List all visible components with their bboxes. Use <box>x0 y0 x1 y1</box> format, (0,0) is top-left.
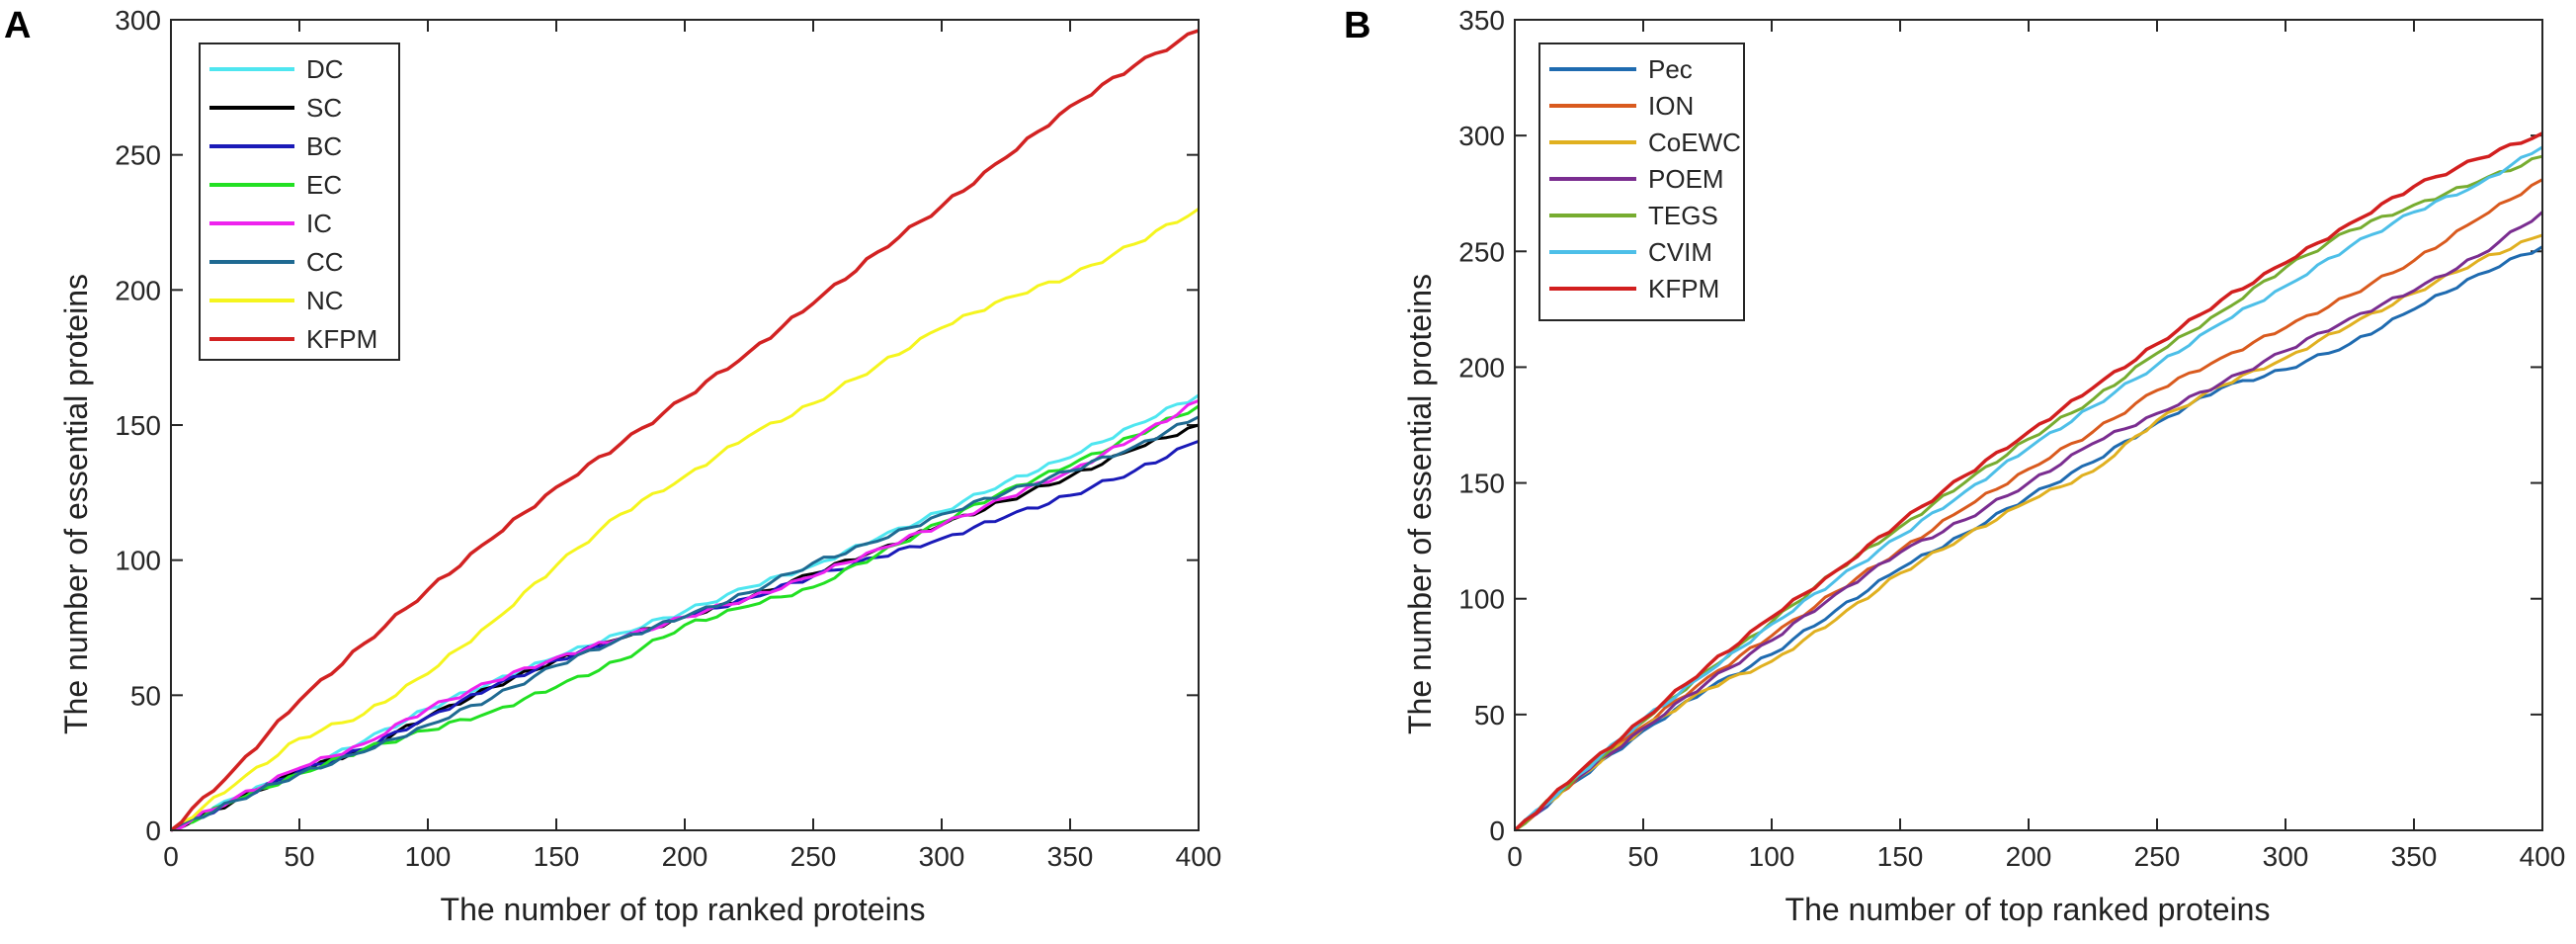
panel-b-series-line-tegs <box>1514 154 2543 832</box>
panel-b-legend-label-ion: ION <box>1648 91 1694 121</box>
panel-a-legend: DC SC BC EC IC CC NC KFPM <box>199 43 400 361</box>
panel-a-legend-label-ec: EC <box>306 170 342 200</box>
panel-a-legend-box <box>199 43 400 361</box>
panel-b-series-line-poem <box>1513 211 2543 832</box>
panel-a-x-tick-label: 250 <box>790 841 837 872</box>
panel-b-legend-label-kfpm: KFPM <box>1648 274 1719 303</box>
panel-a-y-tick-label: 200 <box>115 275 161 305</box>
panel-b-ticks: 0 50 100 150 200 250 300 350 400 0 50 100 150 200 250 3… <box>1458 5 2565 872</box>
panel-b: B The number of essential proteins The n… <box>1344 5 2565 927</box>
panel-b-lines <box>1513 131 2543 832</box>
panel-b-x-tick-label: 200 <box>2006 841 2052 872</box>
panel-b-x-tick-label: 150 <box>1877 841 1924 872</box>
panel-b-y-tick-label: 300 <box>1458 121 1505 151</box>
panel-a-plot-area <box>170 19 1200 831</box>
panel-b-legend-box <box>1538 43 1745 321</box>
panel-b-x-tick-label: 250 <box>2134 841 2181 872</box>
panel-b-legend-label-coewc: CoEWC <box>1648 128 1741 157</box>
panel-b-y-tick-label: 350 <box>1458 5 1505 36</box>
panel-a-y-tick-label: 100 <box>115 546 161 576</box>
panel-a-x-tick-label: 350 <box>1047 841 1094 872</box>
panel-a-y-tick-label: 50 <box>130 680 161 711</box>
panel-a-y-tick-label: 0 <box>145 815 161 846</box>
panel-b-y-tick-label: 150 <box>1458 469 1505 499</box>
panel-b-y-tick-label: 200 <box>1458 352 1505 383</box>
panel-b-legend: Pec ION CoEWC POEM TEGS CVIM KFPM <box>1538 43 1745 321</box>
panel-a: A The number of essential proteins The n… <box>4 5 1221 927</box>
panel-b-x-tick-label: 0 <box>1507 841 1523 872</box>
panel-b-y-tick-label: 0 <box>1489 815 1505 846</box>
panel-b-series-line-pec <box>1513 245 2543 832</box>
panel-b-legend-label-cvim: CVIM <box>1648 237 1712 267</box>
panel-b-legend-label-pec: Pec <box>1648 54 1693 84</box>
panel-a-ticks: 0 50 100 150 200 250 300 350 400 0 50 100 150 200 250 3… <box>115 5 1221 872</box>
panel-a-x-tick-label: 50 <box>284 841 314 872</box>
panel-a-legend-label-dc: DC <box>306 54 344 84</box>
panel-a-legend-label-cc: CC <box>306 247 344 277</box>
panel-b-x-tick-label: 50 <box>1627 841 1658 872</box>
panel-a-legend-label-sc: SC <box>306 93 342 123</box>
panel-b-x-tick-label: 350 <box>2391 841 2438 872</box>
panel-a-label: A <box>4 5 31 46</box>
panel-a-series-line-cc <box>170 415 1200 832</box>
panel-a-series-line-bc <box>170 439 1200 832</box>
panel-a-x-tick-label: 0 <box>163 841 179 872</box>
panel-a-legend-label-bc: BC <box>306 131 342 161</box>
panel-a-series-line-nc <box>170 208 1200 832</box>
panel-b-label: B <box>1344 5 1371 46</box>
panel-b-y-tick-label: 100 <box>1458 584 1505 615</box>
panel-a-y-tick-label: 150 <box>115 410 161 441</box>
panel-a-x-tick-label: 200 <box>662 841 708 872</box>
panel-b-series-line-coewc <box>1514 233 2543 832</box>
panel-a-legend-label-nc: NC <box>306 286 344 315</box>
panel-a-series-line-sc <box>170 423 1200 832</box>
panel-b-legend-label-tegs: TEGS <box>1648 201 1718 230</box>
panel-a-legend-label-kfpm: KFPM <box>306 324 377 354</box>
panel-a-ylabel: The number of essential proteins <box>58 274 94 734</box>
panel-a-lines <box>169 29 1200 832</box>
panel-a-x-tick-label: 100 <box>405 841 452 872</box>
panel-b-y-tick-label: 50 <box>1474 700 1505 730</box>
panel-a-series-line-dc <box>170 393 1200 832</box>
panel-b-xlabel: The number of top ranked proteins <box>1786 892 2271 927</box>
panel-b-x-tick-label: 100 <box>1749 841 1795 872</box>
panel-b-series-line-kfpm <box>1513 131 2543 832</box>
panel-b-x-tick-label: 400 <box>2520 841 2566 872</box>
panel-b-ylabel: The number of essential proteins <box>1402 274 1438 734</box>
panel-a-y-tick-label: 250 <box>115 140 161 171</box>
panel-b-legend-label-poem: POEM <box>1648 164 1724 194</box>
panel-a-x-tick-label: 400 <box>1176 841 1222 872</box>
panel-b-series-line-cvim <box>1513 145 2543 832</box>
panel-b-y-tick-label: 250 <box>1458 236 1505 267</box>
panel-a-x-tick-label: 300 <box>919 841 965 872</box>
panel-a-series-line-kfpm <box>169 29 1200 832</box>
panel-b-x-tick-label: 300 <box>2263 841 2309 872</box>
panel-a-y-tick-label: 300 <box>115 5 161 36</box>
panel-b-plot-area <box>1514 19 2543 831</box>
panel-a-legend-label-ic: IC <box>306 209 332 238</box>
panel-a-x-tick-label: 150 <box>534 841 580 872</box>
panel-a-xlabel: The number of top ranked proteins <box>441 892 926 927</box>
